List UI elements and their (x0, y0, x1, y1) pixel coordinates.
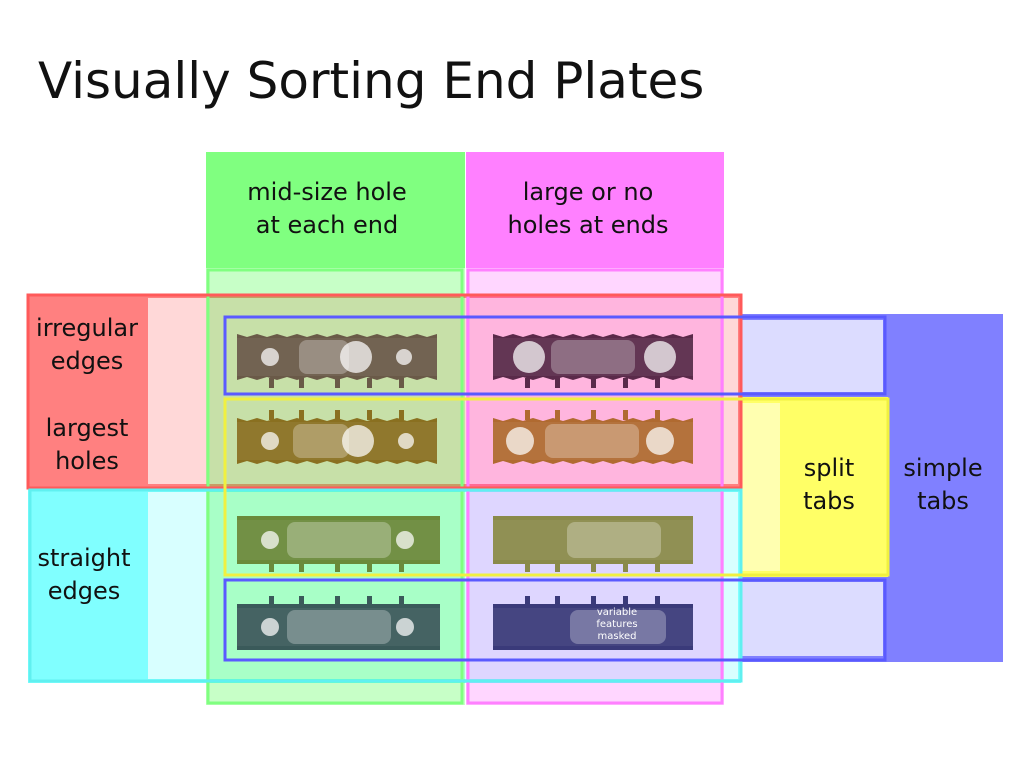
plate-5-tab-bottom-2 (335, 562, 340, 572)
plate-7-hole-1 (396, 618, 414, 636)
plate-1-hole-2 (396, 349, 412, 365)
plate-1-tab-bottom-2 (335, 378, 340, 388)
simple-tabs-outline-bottom (223, 578, 887, 662)
plate-2-hole-0 (513, 341, 545, 373)
plate-2-body (493, 334, 693, 380)
plate-3-tab-top-2 (335, 410, 340, 420)
plate-3-hole-1 (342, 425, 374, 457)
plate-4-hole-0 (506, 427, 534, 455)
plate-8-masked-area (570, 610, 666, 644)
plate-2-tab-bottom-2 (591, 378, 596, 388)
plate-2-tab-bottom-4 (655, 378, 660, 388)
straight-edges-label-line-1: straight (37, 544, 130, 572)
plate-8-tab-top-0 (525, 596, 530, 606)
large-hole-column-header (466, 152, 724, 268)
plate-8-tab-top-4 (655, 596, 660, 606)
plate-7-masked-area (287, 610, 391, 644)
split-tabs-label-line-1: split (804, 454, 854, 482)
plate-5-tab-bottom-1 (299, 562, 304, 572)
plate-4-tab-top-0 (525, 410, 530, 420)
plate-1-tab-bottom-3 (367, 378, 372, 388)
mid-hole-header-line-2: at each end (256, 211, 398, 239)
largest-holes-label-line-2: holes (55, 447, 119, 475)
plate-7-tab-top-1 (299, 596, 304, 606)
split-tabs-outline (223, 397, 890, 577)
plate-7-tab-top-3 (367, 596, 372, 606)
simple-tabs-label-line-1: simple (903, 454, 982, 482)
plate-2-masked-area (551, 340, 635, 374)
plate-8-tab-top-2 (591, 596, 596, 606)
plate-3-hole-2 (398, 433, 414, 449)
largest-holes-label-line-1: largest (46, 414, 129, 442)
plate-1-tab-bottom-0 (269, 378, 274, 388)
plate-6-sheen (493, 520, 693, 560)
plate-2-hole-1 (644, 341, 676, 373)
plate-2-tab-bottom-0 (525, 378, 530, 388)
plate-5-masked-area (287, 522, 391, 558)
plate-4-tab-top-4 (655, 410, 660, 420)
mid-hole-column-header (206, 152, 465, 268)
plate-3-tab-top-1 (299, 410, 304, 420)
simple-tabs-outline-top (223, 315, 887, 396)
page-title: Visually Sorting End Plates (38, 52, 705, 110)
plate-3-body (237, 418, 437, 464)
plate-3-tab-top-0 (269, 410, 274, 420)
straight-edges-label-line-2: edges (48, 577, 121, 605)
plate-6-masked-area (567, 522, 661, 558)
mask-note-line-3: masked (597, 631, 636, 642)
plate-2-tab-bottom-3 (623, 378, 628, 388)
plate-6-tab-bottom-3 (623, 562, 628, 572)
plate-1-tab-bottom-4 (399, 378, 404, 388)
mask-note-line-2: features (596, 619, 637, 630)
large-hole-header-line-2: holes at ends (508, 211, 669, 239)
plate-6-tab-bottom-1 (555, 562, 560, 572)
plate-3-tab-top-4 (399, 410, 404, 420)
irregular-edges-label-line-2: edges (51, 347, 124, 375)
plate-1-hole-1 (340, 341, 372, 373)
plate-1-body (237, 334, 437, 380)
plate-6-tab-bottom-2 (591, 562, 596, 572)
mask-note-line-1: variable (597, 607, 637, 618)
plate-4-body (493, 418, 693, 464)
plate-6-tab-bottom-0 (525, 562, 530, 572)
plate-8-sheen (493, 608, 693, 646)
large-hole-header-line-1: large or no (523, 178, 654, 206)
plate-7-hole-0 (261, 618, 279, 636)
plate-2-tab-bottom-1 (555, 378, 560, 388)
plate-7-tab-top-4 (399, 596, 404, 606)
plate-4-hole-1 (646, 427, 674, 455)
plate-6-tab-bottom-4 (655, 562, 660, 572)
plate-4-tab-top-2 (591, 410, 596, 420)
plate-5-tab-bottom-3 (367, 562, 372, 572)
plate-8-tab-top-3 (623, 596, 628, 606)
plate-1-masked-area (299, 340, 349, 374)
straight-edges-outline (28, 488, 743, 683)
plate-7-tab-top-0 (269, 596, 274, 606)
split-tabs-label-line-2: tabs (803, 487, 855, 515)
plate-4-tab-top-1 (555, 410, 560, 420)
plate-7-tab-top-2 (335, 596, 340, 606)
mid-hole-header-line-1: mid-size hole (247, 178, 406, 206)
irregular-edges-outline (26, 293, 743, 490)
plate-1-tab-bottom-1 (299, 378, 304, 388)
plate-1-hole-0 (261, 348, 279, 366)
plate-4-masked-area (545, 424, 639, 458)
plate-5-hole-0 (261, 531, 279, 549)
plate-5-tab-bottom-4 (399, 562, 404, 572)
plate-3-tab-top-3 (367, 410, 372, 420)
plate-8-body (493, 604, 693, 650)
irregular-edges-label-line-1: irregular (36, 314, 138, 342)
plate-3-masked-area (293, 424, 349, 458)
plates-group (237, 334, 693, 650)
plate-6-body (493, 516, 693, 564)
plate-3-hole-0 (261, 432, 279, 450)
plate-8-tab-top-1 (555, 596, 560, 606)
simple-tabs-label-line-2: tabs (917, 487, 969, 515)
plate-5-tab-bottom-0 (269, 562, 274, 572)
plate-5-hole-1 (396, 531, 414, 549)
plate-4-tab-top-3 (623, 410, 628, 420)
